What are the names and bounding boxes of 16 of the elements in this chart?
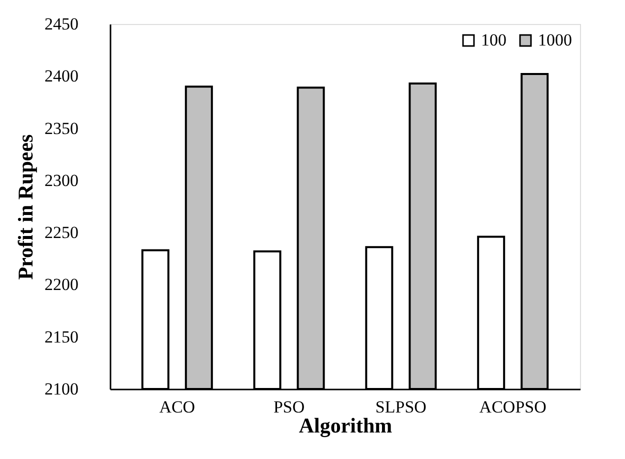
- y-tick-label: 2250: [44, 223, 78, 242]
- y-tick-label: 2200: [44, 275, 78, 294]
- y-tick-label: 2100: [44, 380, 78, 398]
- x-tick-label: SLPSO: [375, 398, 426, 416]
- y-tick-label: 2300: [44, 170, 78, 190]
- y-tick-label: 2450: [44, 14, 78, 34]
- y-tick-label: 2400: [44, 66, 78, 86]
- x-axis-title: Algorithm: [298, 414, 393, 438]
- x-tick-label: PSO: [273, 398, 305, 416]
- y-tick-label: 2350: [44, 118, 78, 138]
- legend-label: 100: [481, 30, 506, 50]
- x-tick-label: ACOPSO: [479, 398, 546, 416]
- y-axis-title: Profit in Rupees: [14, 134, 38, 280]
- y-tick-label: 2150: [44, 327, 78, 346]
- x-tick-label: ACO: [159, 398, 196, 416]
- legend-label: 1000: [538, 30, 572, 50]
